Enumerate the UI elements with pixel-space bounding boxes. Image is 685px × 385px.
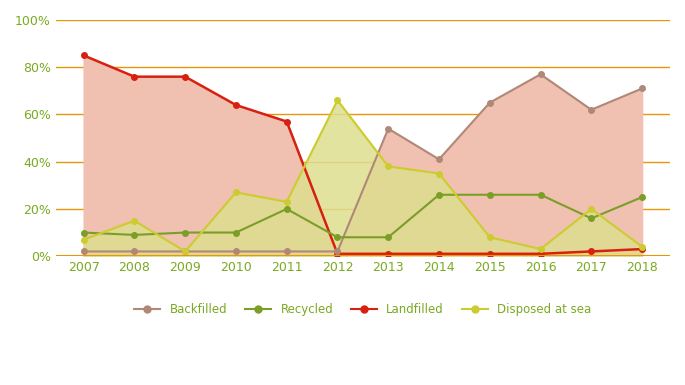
Backfilled (181, 249, 189, 254)
Disposed at sea (587, 207, 595, 211)
Backfilled (334, 249, 342, 254)
Landfilled (638, 247, 646, 251)
Landfilled (384, 251, 393, 256)
Recycled (232, 230, 240, 235)
Disposed at sea (435, 171, 443, 176)
Recycled (435, 192, 443, 197)
Disposed at sea (486, 235, 494, 239)
Backfilled (232, 249, 240, 254)
Backfilled (486, 100, 494, 105)
Line: Backfilled: Backfilled (81, 72, 645, 254)
Disposed at sea (334, 98, 342, 103)
Landfilled (435, 251, 443, 256)
Landfilled (587, 249, 595, 254)
Disposed at sea (79, 237, 88, 242)
Backfilled (79, 249, 88, 254)
Landfilled (536, 251, 545, 256)
Disposed at sea (232, 190, 240, 195)
Disposed at sea (638, 244, 646, 249)
Recycled (283, 207, 291, 211)
Backfilled (536, 72, 545, 77)
Recycled (638, 195, 646, 199)
Disposed at sea (130, 218, 138, 223)
Line: Recycled: Recycled (81, 192, 645, 240)
Landfilled (130, 74, 138, 79)
Backfilled (130, 249, 138, 254)
Recycled (486, 192, 494, 197)
Landfilled (334, 251, 342, 256)
Backfilled (384, 126, 393, 131)
Disposed at sea (536, 247, 545, 251)
Line: Disposed at sea: Disposed at sea (81, 97, 645, 254)
Landfilled (232, 103, 240, 107)
Recycled (536, 192, 545, 197)
Backfilled (587, 107, 595, 112)
Landfilled (283, 119, 291, 124)
Backfilled (638, 86, 646, 91)
Backfilled (283, 249, 291, 254)
Recycled (181, 230, 189, 235)
Landfilled (79, 53, 88, 58)
Recycled (334, 235, 342, 239)
Disposed at sea (283, 199, 291, 204)
Recycled (79, 230, 88, 235)
Disposed at sea (384, 164, 393, 169)
Landfilled (181, 74, 189, 79)
Recycled (587, 216, 595, 221)
Disposed at sea (181, 249, 189, 254)
Landfilled (486, 251, 494, 256)
Line: Landfilled: Landfilled (81, 53, 645, 256)
Recycled (384, 235, 393, 239)
Backfilled (435, 157, 443, 162)
Legend: Backfilled, Recycled, Landfilled, Disposed at sea: Backfilled, Recycled, Landfilled, Dispos… (129, 299, 596, 321)
Recycled (130, 233, 138, 237)
